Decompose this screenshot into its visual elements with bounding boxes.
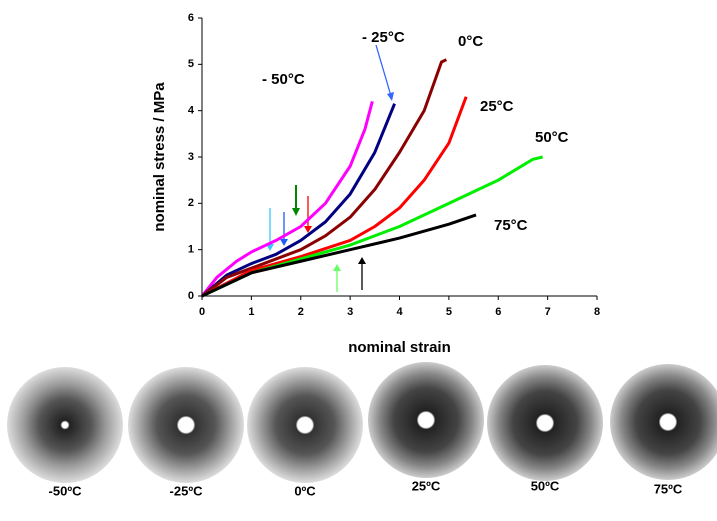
- series-label: - 25°C: [362, 29, 405, 46]
- arrow-head: [292, 208, 300, 216]
- pattern-image: [7, 367, 123, 483]
- series-label: 0°C: [458, 33, 483, 50]
- pattern-label: 50ºC: [531, 478, 560, 493]
- arrow-head: [280, 239, 288, 246]
- series-label: 25°C: [480, 98, 514, 115]
- series-label: - 50°C: [262, 71, 305, 88]
- arrow: [375, 44, 392, 97]
- pattern-label: 0ºC: [294, 483, 316, 498]
- x-tick-label: 2: [298, 306, 304, 318]
- series-label: 75°C: [494, 217, 528, 234]
- arrow-head: [387, 92, 394, 101]
- patterns: [7, 362, 717, 483]
- arrow-head: [333, 264, 341, 271]
- y-tick-label: 5: [188, 58, 194, 70]
- x-axis-label: nominal strain: [348, 339, 451, 356]
- data-line: [201, 103, 396, 298]
- y-tick-label: 1: [188, 244, 194, 256]
- pattern-label: -50ºC: [49, 483, 83, 498]
- x-tick-label: 5: [446, 306, 452, 318]
- arrow-head: [358, 257, 366, 264]
- y-axis-label: nominal stress / MPa: [151, 82, 168, 232]
- pattern-label: -25ºC: [170, 483, 204, 498]
- pattern-image: [610, 364, 717, 480]
- arrow-head: [304, 226, 312, 233]
- x-tick-label: 0: [199, 306, 205, 318]
- x-tick-label: 4: [396, 306, 403, 318]
- series-label: 50°C: [535, 129, 569, 146]
- data-line: [201, 213, 477, 298]
- y-tick-label: 0: [188, 290, 194, 302]
- pattern-image: [487, 365, 603, 481]
- y-tick-label: 2: [188, 197, 194, 209]
- arrows: [266, 44, 394, 292]
- y-tick-label: 4: [188, 105, 195, 117]
- data-line: [200, 101, 374, 297]
- pattern-image: [368, 362, 484, 478]
- pattern-label: 75ºC: [654, 481, 683, 496]
- x-tick-label: 3: [347, 306, 353, 318]
- x-tick-label: 6: [495, 306, 501, 318]
- x-tick-label: 1: [248, 306, 254, 318]
- y-tick-label: 3: [188, 151, 194, 163]
- pattern-label: 25ºC: [412, 478, 441, 493]
- pattern-image: [247, 367, 363, 483]
- x-tick-label: 7: [545, 306, 551, 318]
- pattern-image: [128, 367, 244, 483]
- data-line: [201, 58, 448, 298]
- y-tick-label: 6: [188, 12, 194, 24]
- data-line: [201, 96, 468, 298]
- x-tick-label: 8: [594, 306, 600, 318]
